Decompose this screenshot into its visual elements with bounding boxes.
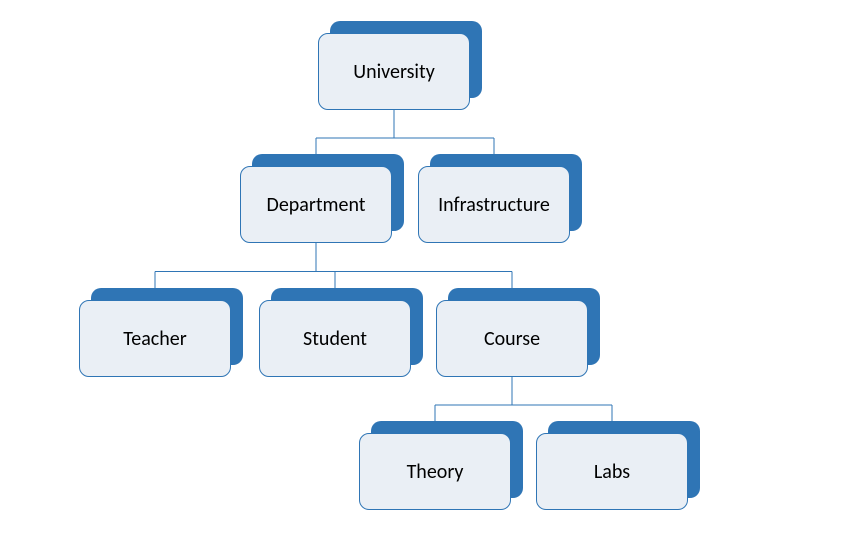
node-label: Theory [407,460,464,484]
node-course: Course [448,288,600,365]
node-front: University [318,33,470,110]
node-theory: Theory [371,421,523,498]
node-front: Student [259,300,411,377]
node-university: University [330,21,482,98]
node-label: University [353,60,435,84]
node-department: Department [252,154,404,231]
node-student: Student [271,288,423,365]
node-infrastructure: Infrastructure [430,154,582,231]
node-label: Department [267,193,366,217]
node-label: Infrastructure [438,193,550,217]
node-labs: Labs [548,421,700,498]
node-label: Student [303,327,367,351]
node-front: Department [240,166,392,243]
node-teacher: Teacher [91,288,243,365]
node-front: Course [436,300,588,377]
node-front: Labs [536,433,688,510]
node-front: Theory [359,433,511,510]
node-label: Course [484,327,540,351]
node-front: Infrastructure [418,166,570,243]
node-label: Teacher [123,327,186,351]
node-front: Teacher [79,300,231,377]
node-label: Labs [594,460,630,484]
